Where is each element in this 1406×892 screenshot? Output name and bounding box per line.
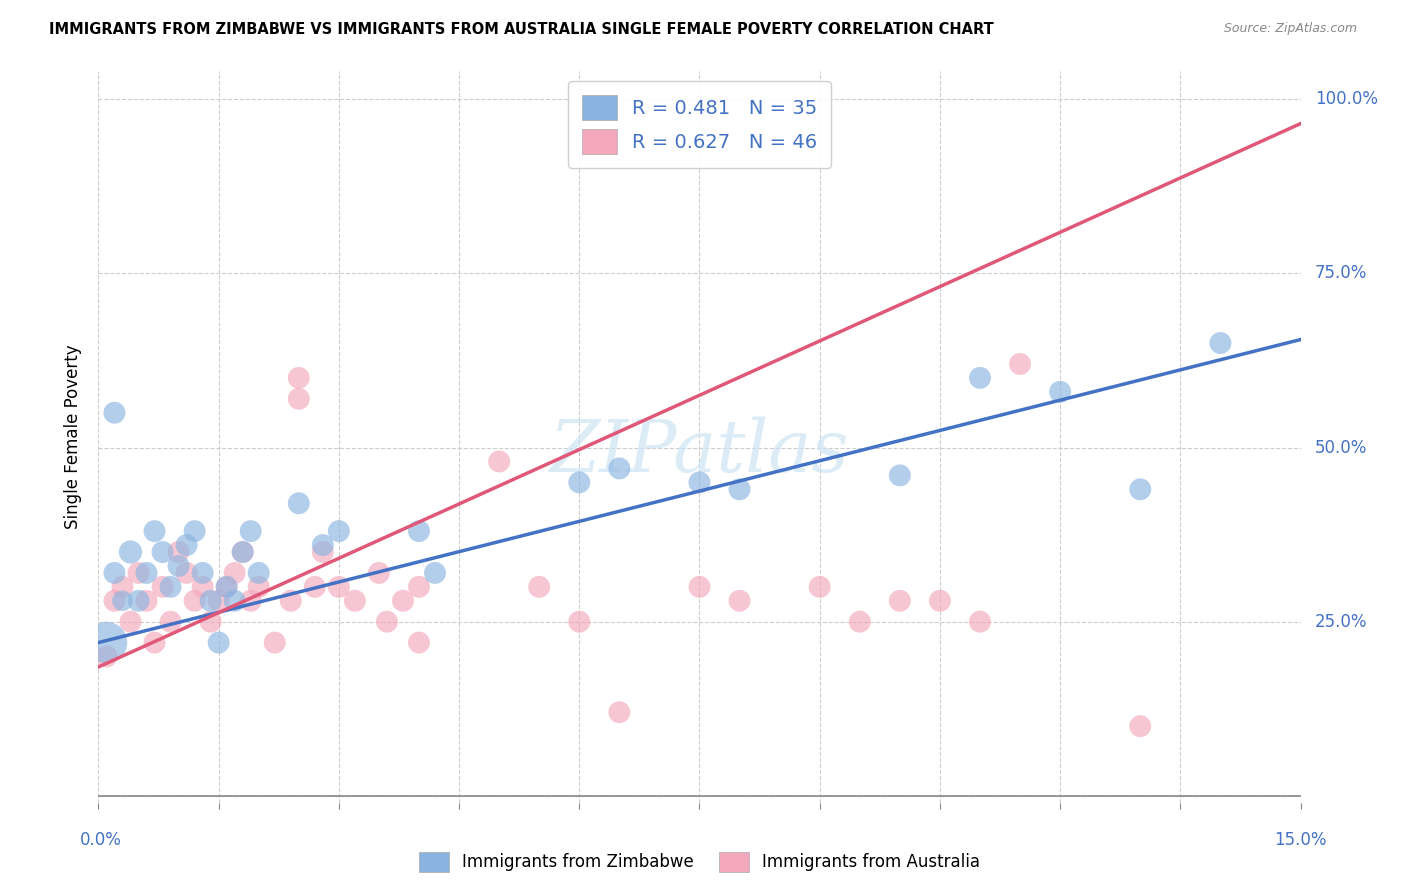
Point [609, 461, 631, 475]
Point [176, 538, 198, 552]
Point [183, 524, 205, 538]
Text: 0.0%: 0.0% [80, 831, 122, 849]
Point [239, 524, 262, 538]
Point [208, 635, 231, 649]
Point [239, 594, 262, 608]
Point [200, 594, 222, 608]
Point [247, 580, 270, 594]
Point [208, 594, 231, 608]
Point [969, 615, 991, 629]
Point [152, 545, 174, 559]
Point [728, 483, 751, 497]
Point [312, 538, 335, 552]
Point [1049, 384, 1071, 399]
Point [312, 545, 335, 559]
Point [288, 392, 311, 406]
Point [232, 545, 254, 559]
Point [280, 594, 302, 608]
Point [375, 615, 398, 629]
Point [423, 566, 446, 580]
Point [304, 580, 326, 594]
Point [568, 615, 591, 629]
Point [224, 594, 246, 608]
Point [103, 406, 125, 420]
Point [392, 594, 415, 608]
Point [232, 545, 254, 559]
Point [1129, 483, 1152, 497]
Point [609, 705, 631, 719]
Point [120, 545, 142, 559]
Point [111, 594, 134, 608]
Legend: Immigrants from Zimbabwe, Immigrants from Australia: Immigrants from Zimbabwe, Immigrants fro… [412, 845, 987, 879]
Y-axis label: Single Female Poverty: Single Female Poverty [65, 345, 83, 529]
Point [135, 566, 157, 580]
Point [224, 566, 246, 580]
Point [929, 594, 952, 608]
Point [1209, 336, 1232, 351]
Text: 50.0%: 50.0% [1315, 439, 1368, 457]
Point [128, 594, 150, 608]
Point [288, 496, 311, 510]
Point [889, 594, 911, 608]
Text: 25.0%: 25.0% [1315, 613, 1368, 631]
Point [728, 594, 751, 608]
Point [969, 371, 991, 385]
Point [159, 580, 181, 594]
Point [191, 580, 214, 594]
Point [328, 524, 350, 538]
Point [1129, 719, 1152, 733]
Point [135, 594, 157, 608]
Point [808, 580, 831, 594]
Point [120, 615, 142, 629]
Point [488, 454, 510, 468]
Point [328, 580, 350, 594]
Point [1010, 357, 1032, 371]
Point [263, 635, 285, 649]
Point [128, 566, 150, 580]
Text: 15.0%: 15.0% [1274, 831, 1327, 849]
Point [849, 615, 872, 629]
Point [529, 580, 551, 594]
Point [103, 594, 125, 608]
Point [247, 566, 270, 580]
Point [408, 524, 430, 538]
Point [96, 635, 118, 649]
Point [191, 566, 214, 580]
Text: IMMIGRANTS FROM ZIMBABWE VS IMMIGRANTS FROM AUSTRALIA SINGLE FEMALE POVERTY CORR: IMMIGRANTS FROM ZIMBABWE VS IMMIGRANTS F… [49, 22, 994, 37]
Point [889, 468, 911, 483]
Point [183, 594, 205, 608]
Point [143, 635, 166, 649]
Text: 100.0%: 100.0% [1315, 90, 1378, 108]
Point [159, 615, 181, 629]
Point [688, 475, 710, 490]
Text: 75.0%: 75.0% [1315, 264, 1368, 283]
Point [143, 524, 166, 538]
Point [688, 580, 710, 594]
Point [368, 566, 391, 580]
Point [167, 558, 190, 573]
Point [215, 580, 238, 594]
Point [408, 580, 430, 594]
Point [167, 545, 190, 559]
Point [176, 566, 198, 580]
Text: Source: ZipAtlas.com: Source: ZipAtlas.com [1223, 22, 1357, 36]
Point [152, 580, 174, 594]
Point [215, 580, 238, 594]
Point [103, 566, 125, 580]
Point [200, 615, 222, 629]
Point [568, 475, 591, 490]
Point [96, 649, 118, 664]
Text: ZIPatlas: ZIPatlas [550, 417, 849, 487]
Point [408, 635, 430, 649]
Point [288, 371, 311, 385]
Point [343, 594, 366, 608]
Point [111, 580, 134, 594]
